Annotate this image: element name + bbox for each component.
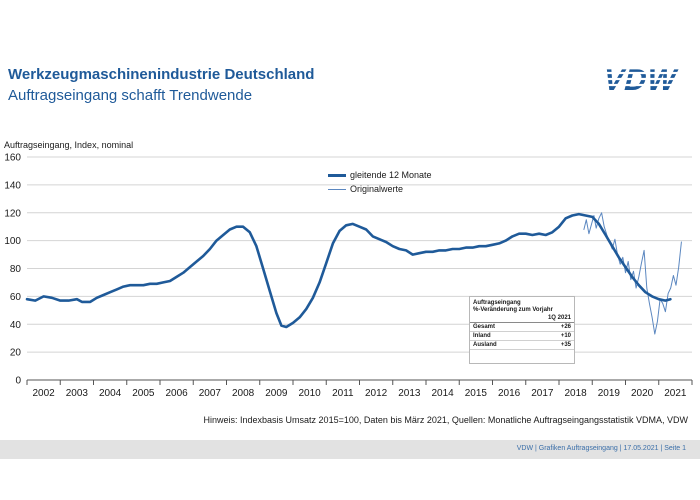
- footer-text: VDW | Grafiken Auftragseingang | 17.05.2…: [516, 445, 686, 452]
- x-tick-label: 2009: [265, 388, 288, 399]
- page-subtitle: Auftragseingang schafft Trendwende: [8, 87, 253, 104]
- source-note: Hinweis: Indexbasis Umsatz 2015=100, Dat…: [203, 415, 688, 425]
- x-tick-label: 2021: [664, 388, 687, 399]
- y-axis-label: Auftragseingang, Index, nominal: [4, 140, 134, 150]
- row-label: Gesamt: [473, 324, 496, 330]
- x-tick-label: 2015: [465, 388, 488, 399]
- table-row: Gesamt +26: [470, 323, 574, 332]
- table-heading: Auftragseingang: [473, 300, 521, 306]
- y-tick-label: 20: [10, 348, 22, 359]
- table-row: Ausland +35: [470, 341, 574, 350]
- x-tick-label: 2007: [199, 388, 222, 399]
- x-tick-label: 2017: [531, 388, 554, 399]
- legend-item-original: Originalwerte: [328, 182, 432, 196]
- legend-item-moving-average: gleitende 12 Monate: [328, 168, 432, 182]
- footer-bar: VDW | Grafiken Auftragseingang | 17.05.2…: [0, 440, 700, 459]
- y-tick-label: 160: [4, 153, 21, 164]
- x-tick-label: 2011: [332, 388, 354, 399]
- x-tick-label: 2020: [631, 388, 654, 399]
- x-tick-label: 2018: [565, 388, 588, 399]
- page-title: Werkzeugmaschinenindustrie Deutschland: [8, 66, 315, 83]
- vdw-logo: VDW: [600, 64, 692, 94]
- x-tick-labels: 2002 2003 2004 2005 2006 2007 2008 2009 2010 2011…: [33, 388, 687, 399]
- row-label: Ausland: [473, 342, 497, 348]
- row-label: Inland: [473, 333, 491, 339]
- row-value: +10: [560, 333, 571, 339]
- series-line-moving-average: [25, 212, 672, 329]
- table-period: 1Q 2021: [470, 315, 574, 323]
- x-axis: [26, 379, 693, 385]
- series-line-original: [583, 212, 682, 335]
- y-tick-label: 40: [10, 320, 22, 331]
- x-tick-label: 2019: [598, 388, 621, 399]
- table-row: Inland +10: [470, 332, 574, 341]
- y-tick-label: 80: [10, 264, 22, 275]
- y-tick-label: 0: [15, 376, 21, 387]
- row-value: +26: [560, 324, 571, 330]
- legend-swatch-original: [328, 188, 346, 190]
- y-tick-label: 140: [4, 180, 21, 191]
- legend-label-moving-average: gleitende 12 Monate: [350, 170, 432, 180]
- x-tick-label: 2004: [99, 388, 122, 399]
- table-subheading: %-Veränderung zum Vorjahr: [473, 307, 553, 313]
- series-lines: [25, 212, 682, 335]
- legend-label-original: Originalwerte: [350, 184, 404, 194]
- x-tick-label: 2014: [432, 388, 455, 399]
- x-tick-label: 2012: [365, 388, 388, 399]
- y-tick-labels: 0 20 40 60 80 100 120 140 160: [4, 153, 21, 387]
- x-tick-label: 2010: [299, 388, 322, 399]
- x-tick-label: 2005: [132, 388, 155, 399]
- yoy-change-table: Auftragseingang %-Veränderung zum Vorjah…: [469, 296, 575, 364]
- grid-lines: [27, 156, 692, 353]
- legend-swatch-moving-average: [328, 173, 346, 177]
- row-value: +35: [560, 342, 571, 348]
- x-tick-label: 2013: [398, 388, 421, 399]
- y-tick-label: 120: [4, 208, 21, 219]
- x-tick-label: 2003: [66, 388, 89, 399]
- x-tick-label: 2016: [498, 388, 521, 399]
- y-tick-label: 100: [4, 236, 21, 247]
- x-tick-label: 2002: [33, 388, 56, 399]
- y-tick-label: 60: [10, 292, 22, 303]
- x-tick-label: 2006: [166, 388, 189, 399]
- x-tick-label: 2008: [232, 388, 255, 399]
- legend: gleitende 12 Monate Originalwerte: [328, 168, 432, 196]
